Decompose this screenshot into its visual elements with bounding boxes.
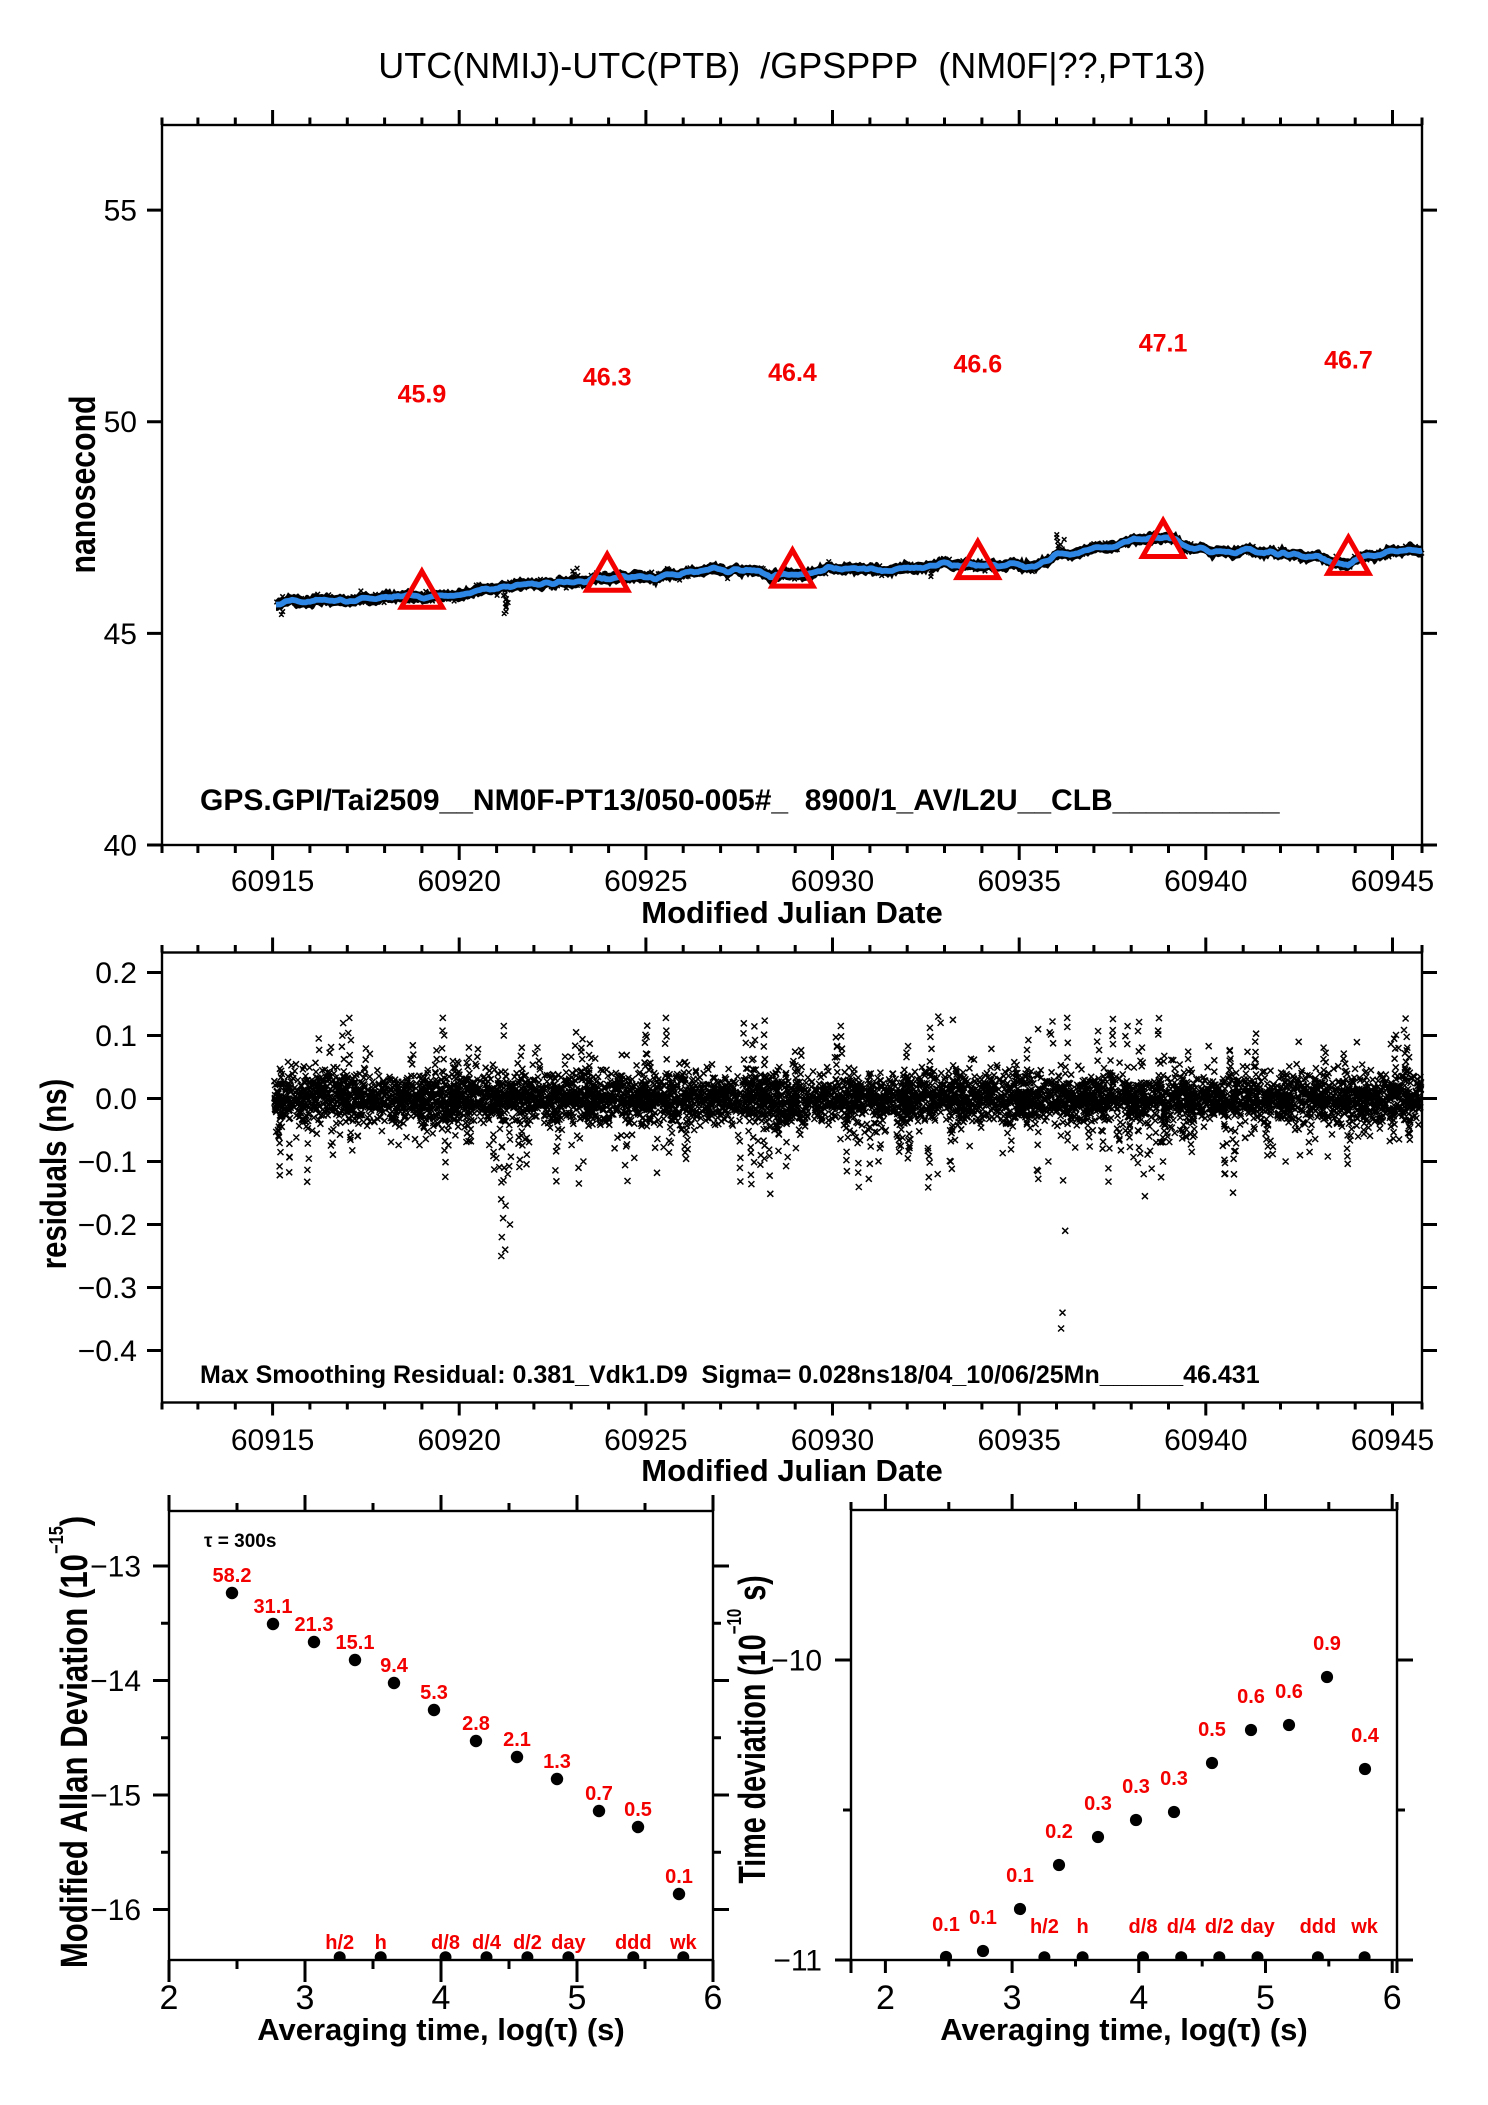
svg-text:60935: 60935 bbox=[977, 865, 1060, 898]
svg-text:Modified Allan Deviation (10−1: Modified Allan Deviation (10−15) bbox=[44, 1516, 95, 1968]
svg-text:6: 6 bbox=[704, 1979, 723, 2017]
svg-text:58.2: 58.2 bbox=[213, 1565, 252, 1587]
svg-text:ddd: ddd bbox=[615, 1932, 652, 1954]
svg-text:−13: −13 bbox=[90, 1551, 141, 1584]
svg-text:Time deviation (10−10 s): Time deviation (10−10 s) bbox=[723, 1575, 774, 1883]
svg-text:60930: 60930 bbox=[791, 865, 874, 898]
svg-text:46.4: 46.4 bbox=[768, 359, 817, 387]
svg-text:0.1: 0.1 bbox=[932, 1914, 960, 1936]
svg-text:h/2: h/2 bbox=[1030, 1916, 1059, 1938]
svg-text:60915: 60915 bbox=[231, 865, 314, 898]
svg-text:60940: 60940 bbox=[1164, 1424, 1247, 1457]
svg-text:−0.2: −0.2 bbox=[78, 1209, 137, 1242]
svg-text:0.0: 0.0 bbox=[95, 1083, 137, 1116]
svg-text:d/4: d/4 bbox=[472, 1932, 502, 1954]
svg-text:−11: −11 bbox=[773, 1945, 822, 1978]
svg-text:31.1: 31.1 bbox=[254, 1596, 293, 1618]
svg-text:ddd: ddd bbox=[1300, 1916, 1337, 1938]
svg-text:4: 4 bbox=[1129, 1979, 1148, 2017]
svg-text:d/8: d/8 bbox=[1129, 1916, 1158, 1938]
svg-text:wk: wk bbox=[669, 1932, 698, 1954]
svg-text:21.3: 21.3 bbox=[295, 1614, 334, 1636]
svg-text:3: 3 bbox=[1003, 1979, 1022, 2017]
svg-text:wk: wk bbox=[1350, 1916, 1379, 1938]
svg-text:0.7: 0.7 bbox=[585, 1783, 613, 1805]
svg-text:60925: 60925 bbox=[604, 1424, 687, 1457]
svg-text:day: day bbox=[1240, 1916, 1275, 1938]
svg-text:0.6: 0.6 bbox=[1237, 1686, 1265, 1708]
svg-text:55: 55 bbox=[104, 195, 137, 228]
svg-text:−15: −15 bbox=[90, 1780, 141, 1813]
svg-text:GPS.GPI/Tai2509__NM0F-PT13/050: GPS.GPI/Tai2509__NM0F-PT13/050-005#_ 890… bbox=[200, 784, 1280, 817]
svg-text:0.6: 0.6 bbox=[1275, 1681, 1303, 1703]
svg-text:Modified Julian Date: Modified Julian Date bbox=[641, 895, 942, 930]
svg-text:−14: −14 bbox=[90, 1665, 141, 1698]
svg-text:60925: 60925 bbox=[604, 865, 687, 898]
svg-text:60930: 60930 bbox=[791, 1424, 874, 1457]
svg-text:6: 6 bbox=[1383, 1979, 1402, 2017]
svg-text:0.5: 0.5 bbox=[1198, 1719, 1226, 1741]
svg-text:50: 50 bbox=[104, 406, 137, 439]
svg-text:2.8: 2.8 bbox=[462, 1713, 490, 1735]
svg-text:5: 5 bbox=[1256, 1979, 1275, 2017]
svg-text:0.3: 0.3 bbox=[1122, 1776, 1150, 1798]
svg-text:2: 2 bbox=[876, 1979, 895, 2017]
svg-text:h: h bbox=[1076, 1916, 1088, 1938]
svg-text:0.2: 0.2 bbox=[95, 957, 137, 990]
svg-text:0.2: 0.2 bbox=[1045, 1821, 1073, 1843]
svg-text:d/4: d/4 bbox=[1167, 1916, 1197, 1938]
svg-text:9.4: 9.4 bbox=[380, 1655, 409, 1677]
svg-text:45: 45 bbox=[104, 618, 137, 651]
svg-text:Max Smoothing Residual: 0.381_: Max Smoothing Residual: 0.381_Vdk1.D9 Si… bbox=[200, 1361, 1260, 1389]
svg-text:60935: 60935 bbox=[977, 1424, 1060, 1457]
svg-text:0.4: 0.4 bbox=[1351, 1725, 1380, 1747]
svg-text:3: 3 bbox=[296, 1979, 315, 2017]
svg-text:−0.4: −0.4 bbox=[78, 1335, 137, 1368]
svg-text:0.1: 0.1 bbox=[969, 1907, 997, 1929]
svg-text:46.3: 46.3 bbox=[583, 363, 632, 391]
svg-text:4: 4 bbox=[432, 1979, 451, 2017]
svg-text:−0.3: −0.3 bbox=[78, 1272, 137, 1305]
svg-text:60945: 60945 bbox=[1351, 865, 1434, 898]
svg-text:d/2: d/2 bbox=[1205, 1916, 1234, 1938]
svg-text:−16: −16 bbox=[90, 1894, 141, 1927]
svg-text:h: h bbox=[375, 1932, 387, 1954]
svg-text:residuals (ns): residuals (ns) bbox=[33, 1079, 74, 1269]
svg-text:h/2: h/2 bbox=[325, 1932, 354, 1954]
svg-text:0.9: 0.9 bbox=[1313, 1633, 1341, 1655]
svg-text:0.3: 0.3 bbox=[1160, 1768, 1188, 1790]
svg-text:Averaging time, log(τ) (s): Averaging time, log(τ) (s) bbox=[940, 2012, 1308, 2047]
svg-text:0.5: 0.5 bbox=[624, 1799, 652, 1821]
svg-text:2: 2 bbox=[160, 1979, 179, 2017]
svg-text:2.1: 2.1 bbox=[503, 1729, 531, 1751]
svg-text:46.6: 46.6 bbox=[953, 351, 1002, 379]
svg-text:0.1: 0.1 bbox=[95, 1020, 137, 1053]
svg-text:60915: 60915 bbox=[231, 1424, 314, 1457]
svg-text:60945: 60945 bbox=[1351, 1424, 1434, 1457]
svg-text:nanosecond: nanosecond bbox=[64, 395, 104, 573]
svg-text:1.3: 1.3 bbox=[543, 1751, 571, 1773]
svg-text:−10: −10 bbox=[771, 1645, 822, 1678]
svg-text:60920: 60920 bbox=[417, 865, 500, 898]
svg-text:45.9: 45.9 bbox=[398, 380, 447, 408]
svg-text:d/8: d/8 bbox=[431, 1932, 460, 1954]
svg-text:d/2: d/2 bbox=[513, 1932, 542, 1954]
svg-text:τ = 300s: τ = 300s bbox=[204, 1531, 276, 1552]
svg-text:47.1: 47.1 bbox=[1139, 330, 1188, 358]
svg-text:0.3: 0.3 bbox=[1084, 1793, 1112, 1815]
svg-text:5.3: 5.3 bbox=[420, 1682, 448, 1704]
svg-text:15.1: 15.1 bbox=[336, 1632, 375, 1654]
svg-text:60920: 60920 bbox=[417, 1424, 500, 1457]
svg-text:60940: 60940 bbox=[1164, 865, 1247, 898]
svg-text:−0.1: −0.1 bbox=[78, 1146, 137, 1179]
svg-text:day: day bbox=[551, 1932, 586, 1954]
svg-text:UTC(NMIJ)-UTC(PTB) /GPSPPP (: UTC(NMIJ)-UTC(PTB) /GPSPPP (NM0F|??,PT13… bbox=[378, 45, 1205, 86]
svg-text:Modified Julian Date: Modified Julian Date bbox=[641, 1453, 942, 1488]
svg-text:40: 40 bbox=[104, 830, 137, 863]
svg-text:Averaging time, log(τ) (s): Averaging time, log(τ) (s) bbox=[257, 2012, 625, 2047]
svg-text:0.1: 0.1 bbox=[665, 1866, 693, 1888]
svg-text:46.7: 46.7 bbox=[1324, 346, 1373, 374]
svg-text:0.1: 0.1 bbox=[1006, 1865, 1034, 1887]
svg-text:5: 5 bbox=[568, 1979, 587, 2017]
